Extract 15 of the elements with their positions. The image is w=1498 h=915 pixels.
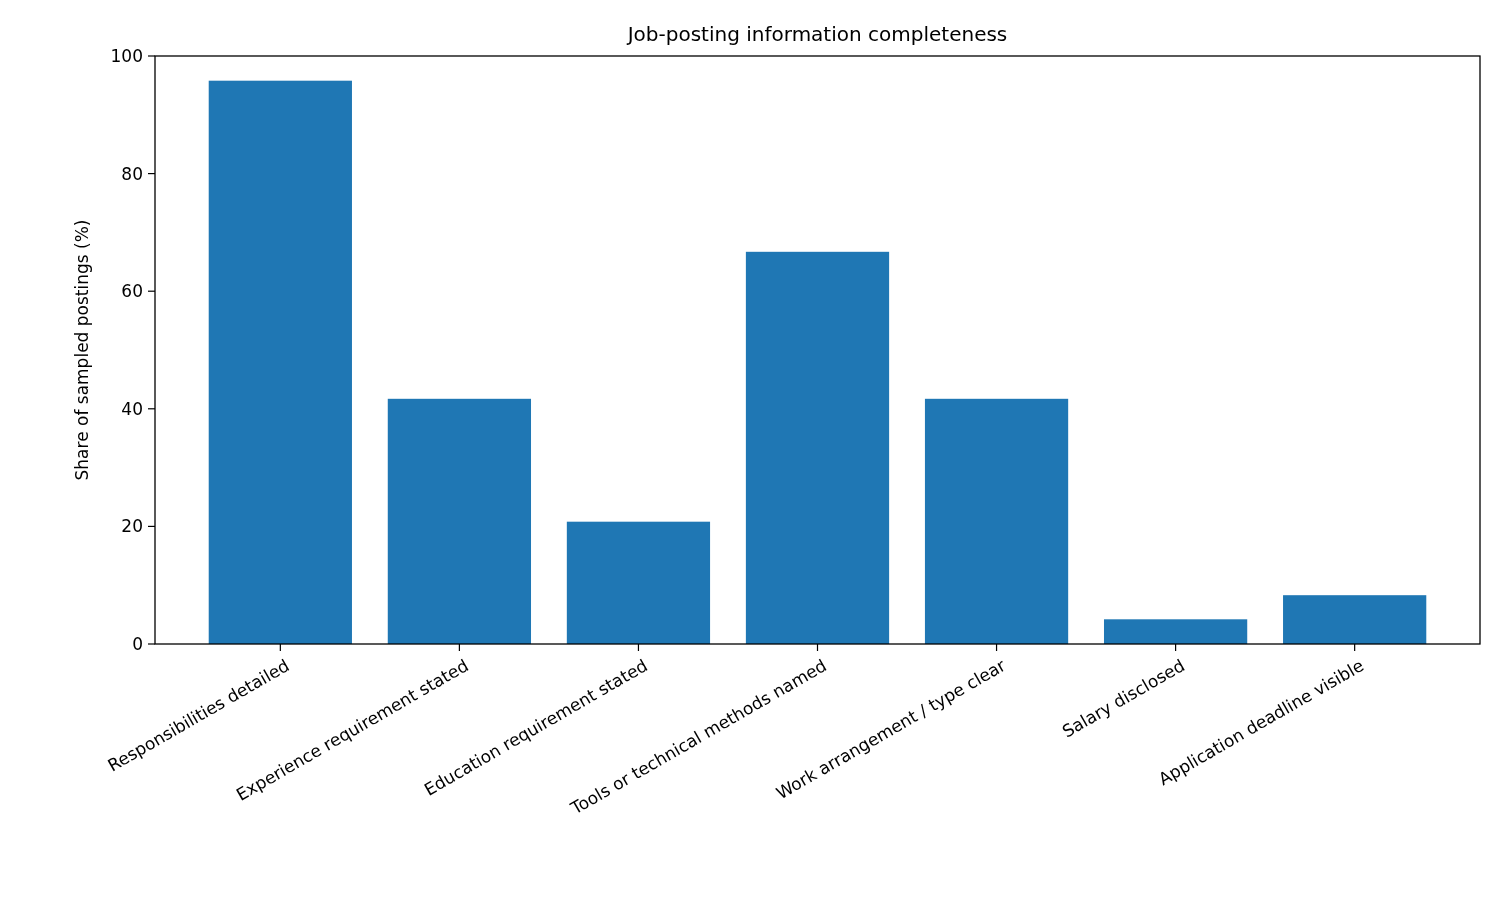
bar	[924, 398, 1069, 644]
y-tick-label: 40	[121, 398, 143, 419]
bar	[1103, 619, 1248, 644]
y-tick-label: 100	[110, 45, 143, 66]
chart-title: Job-posting information completeness	[625, 22, 1008, 46]
y-tick-label: 0	[132, 633, 143, 654]
y-tick-label: 60	[121, 281, 143, 302]
y-axis-title: Share of sampled postings (%)	[72, 219, 92, 481]
bar	[387, 398, 532, 644]
bar	[745, 251, 890, 644]
bar	[1283, 595, 1427, 644]
y-tick-label: 80	[121, 163, 143, 184]
y-tick-label: 20	[121, 516, 143, 537]
bar	[208, 80, 352, 644]
bar	[566, 521, 711, 644]
